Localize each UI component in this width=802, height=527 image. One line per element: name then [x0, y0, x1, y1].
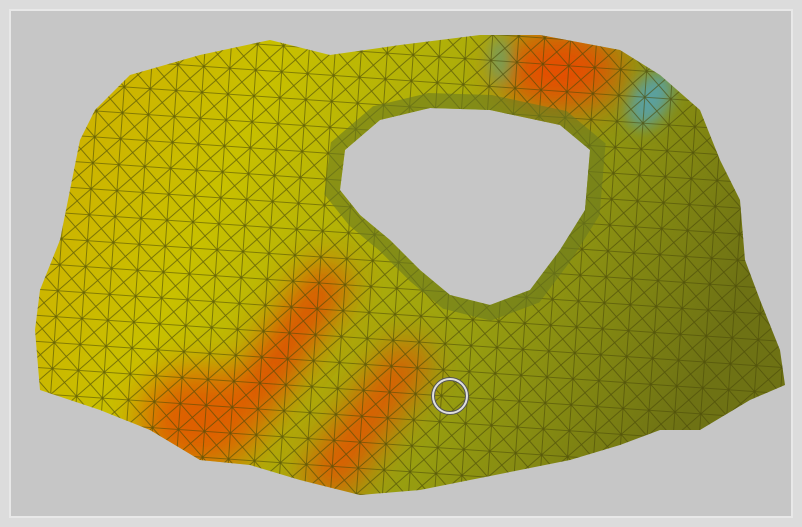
page	[0, 0, 802, 527]
viewport	[0, 0, 802, 527]
